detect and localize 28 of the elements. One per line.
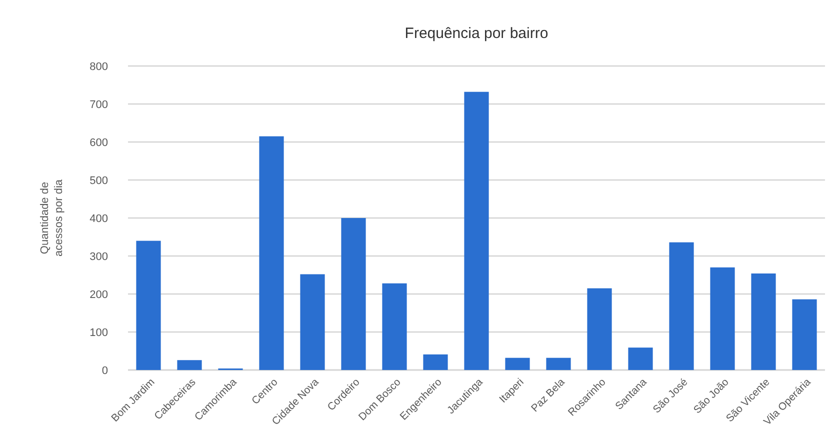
y-tick-label: 200: [90, 288, 108, 301]
chart-title: Frequência por bairro: [404, 25, 548, 42]
y-tick-label: 500: [90, 174, 108, 187]
bar: [587, 288, 612, 370]
bar: [628, 348, 653, 370]
y-tick-label: 400: [90, 212, 108, 225]
bar: [423, 354, 448, 370]
y-tick-label: 0: [102, 364, 108, 377]
bar: [546, 358, 571, 370]
bar: [341, 218, 366, 370]
bar: [177, 360, 202, 370]
bar: [300, 274, 325, 370]
y-tick-label: 600: [90, 136, 108, 149]
bar: [464, 92, 489, 370]
bar: [382, 283, 407, 370]
y-tick-label: 700: [90, 98, 108, 111]
y-tick-label: 300: [90, 250, 108, 263]
x-tick-label: Paz Bela: [529, 376, 568, 414]
y-axis-title: Quantidade de acessos por dia: [39, 178, 65, 257]
bar: [136, 240, 161, 370]
y-tick-label: 800: [90, 60, 108, 73]
bar: [751, 273, 776, 370]
bar: [259, 136, 284, 370]
y-tick-label: 100: [90, 326, 108, 339]
bar: [792, 299, 817, 370]
bar: [669, 242, 694, 370]
bar: [710, 267, 735, 370]
bar: [505, 358, 530, 370]
